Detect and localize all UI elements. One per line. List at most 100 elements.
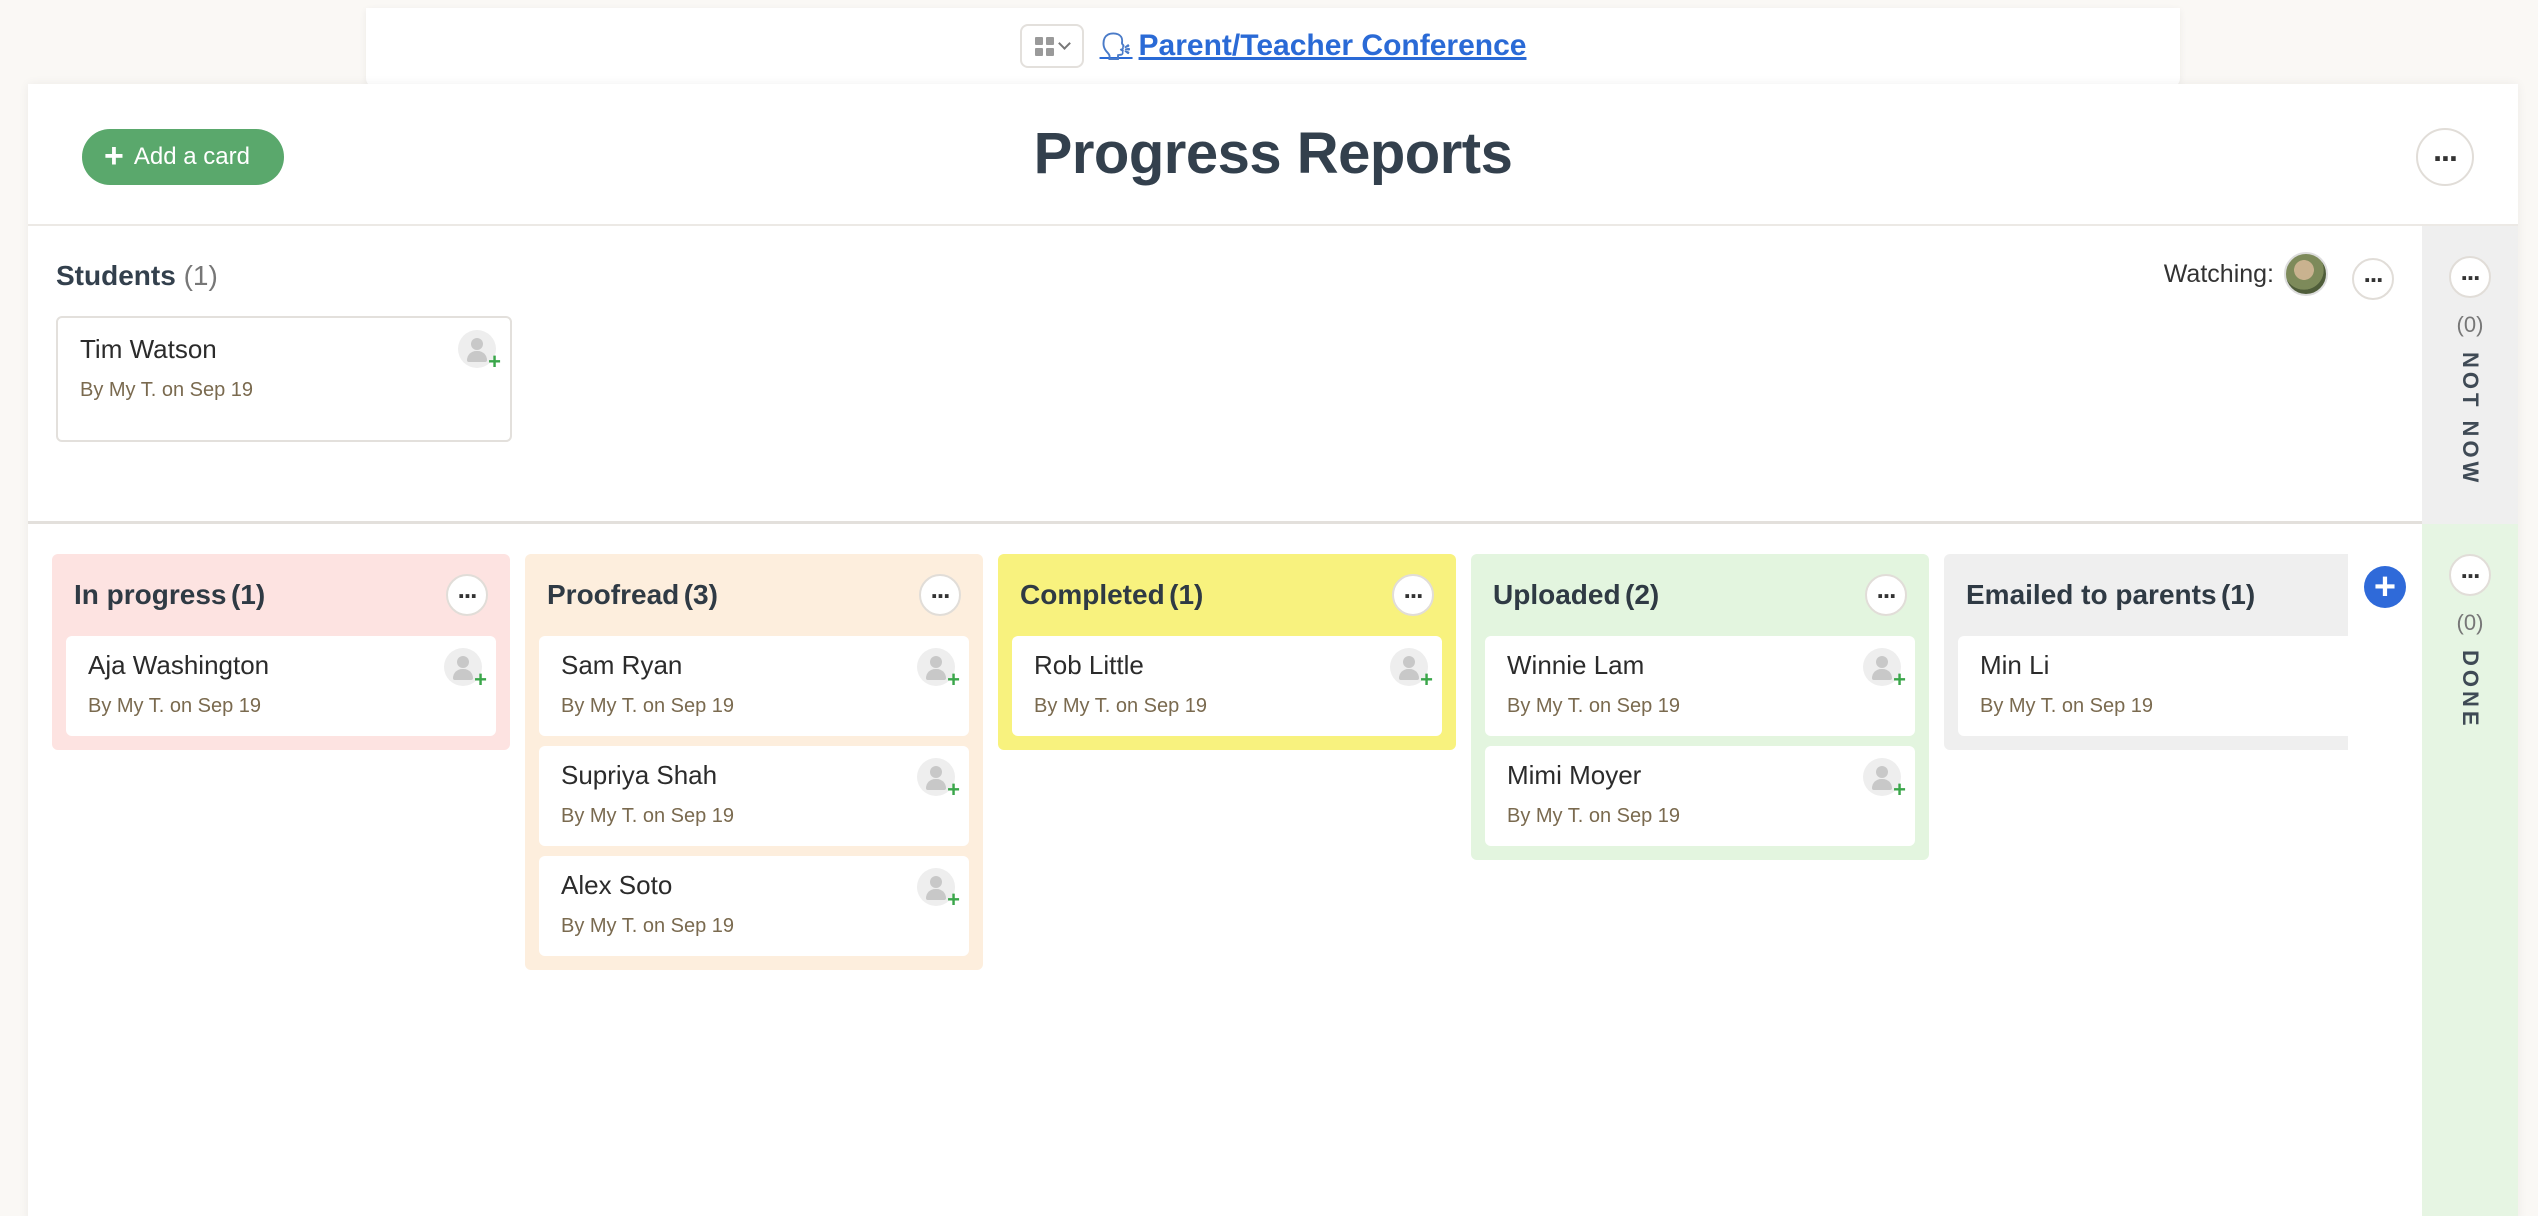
grid-icon (1034, 36, 1054, 56)
board-panel: + Add a card Progress Reports ... Studen… (28, 84, 2518, 1216)
scroll-fade (2348, 524, 2422, 1216)
plus-icon: + (2373, 566, 2397, 608)
column-count: (1) (1169, 579, 1204, 610)
card-title: Aja Washington (88, 650, 270, 680)
column-proofread: Proofread (3) ... Sam Ryan By My T. on S… (525, 554, 983, 970)
project-link[interactable]: 🗣 Parent/Teacher Conference (1100, 29, 1527, 63)
watching-indicator: Watching: (2164, 252, 2328, 296)
card-title: Winnie Lam (1507, 650, 1645, 680)
assign-person-icon[interactable]: + (1863, 648, 1906, 691)
column-options-button[interactable]: ... (446, 574, 488, 616)
card-title: Sam Ryan (561, 650, 683, 680)
assign-person-icon[interactable]: + (917, 648, 960, 691)
board-header: + Add a card Progress Reports ... (28, 84, 2518, 226)
column-completed: Completed (1) ... Rob Little By My T. on… (998, 554, 1456, 750)
more-dots-icon: ... (2363, 258, 2384, 288)
card-winnie-lam[interactable]: Winnie Lam By My T. on Sep 19 + (1485, 636, 1915, 736)
students-triage: Students (1) Watching: ... Tim Watson By… (28, 226, 2422, 524)
column-header[interactable]: Uploaded (2) ... (1485, 554, 1915, 636)
assign-person-icon[interactable]: + (444, 648, 487, 691)
done-count: (0) (2456, 610, 2484, 635)
column-options-button[interactable]: ... (1865, 574, 1907, 616)
assign-person-icon[interactable]: + (458, 330, 501, 373)
card-meta: By My T. on Sep 19 (561, 805, 735, 827)
card-mimi-moyer[interactable]: Mimi Moyer By My T. on Sep 19 + (1485, 746, 1915, 846)
not-now-rail[interactable]: ... (0) NOT NOW (2422, 226, 2518, 524)
card-aja-washington[interactable]: Aja Washington By My T. on Sep 19 + (66, 636, 496, 736)
card-meta: By My T. on Sep 19 (561, 695, 735, 717)
column-count: (3) (683, 579, 718, 610)
more-dots-icon: ... (2433, 131, 2458, 168)
plus-icon: + (104, 136, 124, 175)
triage-title: Students (1) (56, 260, 218, 292)
not-now-count: (0) (2456, 312, 2484, 337)
column-options-button[interactable]: ... (919, 574, 961, 616)
card-sam-ryan[interactable]: Sam Ryan By My T. on Sep 19 + (539, 636, 969, 736)
card-title: Rob Little (1034, 650, 1144, 680)
card-title: Alex Soto (561, 870, 673, 900)
assign-person-icon[interactable]: + (1390, 648, 1433, 691)
assign-person-icon[interactable]: + (917, 758, 960, 801)
top-breadcrumb-bar: 🗣 Parent/Teacher Conference (366, 8, 2180, 88)
column-count: (1) (2220, 579, 2256, 610)
card-meta: By My T. on Sep 19 (1507, 695, 1681, 717)
triage-options-button[interactable]: ... (2352, 258, 2394, 300)
column-header[interactable]: Completed (1) ... (1012, 554, 1442, 636)
done-rail[interactable]: ... (0) DONE (2422, 524, 2518, 1216)
more-dots-icon: ... (1876, 574, 1897, 604)
add-card-label: Add a card (133, 143, 250, 170)
done-options-button[interactable]: ... (2449, 554, 2491, 596)
column-header[interactable]: Proofread (3) ... (539, 554, 969, 636)
assign-person-icon[interactable]: + (1863, 758, 1906, 801)
card-alex-soto[interactable]: Alex Soto By My T. on Sep 19 + (539, 856, 969, 956)
watching-label: Watching: (2163, 259, 2274, 288)
column-options-button[interactable]: ... (1392, 574, 1434, 616)
column-emailed-to-parents: Emailed to parents (1) ... Min Li By My … (1944, 554, 2422, 750)
avatar[interactable] (2284, 252, 2328, 296)
column-uploaded: Uploaded (2) ... Winnie Lam By My T. on … (1471, 554, 1929, 860)
column-header[interactable]: In progress (1) ... (66, 554, 496, 636)
column-count: (2) (1625, 579, 1660, 610)
card-title: Supriya Shah (561, 760, 718, 790)
triage-count: (1) (183, 260, 218, 291)
speaking-head-icon: 🗣 (1099, 30, 1133, 61)
more-dots-icon: ... (930, 574, 951, 604)
page-title: Progress Reports (1033, 121, 1513, 186)
card-meta: By My T. on Sep 19 (1034, 695, 1208, 717)
column-title: Uploaded (1493, 579, 1621, 610)
card-meta: By My T. on Sep 19 (80, 379, 254, 401)
column-title: Completed (1020, 579, 1165, 610)
not-now-label: NOT NOW (2458, 352, 2483, 487)
triage-title-label: Students (56, 260, 176, 291)
card-tim-watson[interactable]: Tim Watson By My T. on Sep 19 + (56, 316, 512, 442)
more-dots-icon: ... (1403, 574, 1424, 604)
card-meta: By My T. on Sep 19 (1980, 695, 2154, 717)
card-title: Mimi Moyer (1507, 760, 1642, 790)
add-column-button[interactable]: + (2364, 566, 2406, 608)
column-title: Proofread (547, 579, 680, 610)
card-rob-little[interactable]: Rob Little By My T. on Sep 19 + (1012, 636, 1442, 736)
card-supriya-shah[interactable]: Supriya Shah By My T. on Sep 19 + (539, 746, 969, 846)
add-card-button[interactable]: + Add a card (82, 129, 284, 185)
assign-person-icon[interactable]: + (917, 868, 960, 911)
column-in-progress: In progress (1) ... Aja Washington By My… (52, 554, 510, 750)
card-min-li[interactable]: Min Li By My T. on Sep 19 + (1958, 636, 2422, 736)
card-meta: By My T. on Sep 19 (561, 915, 735, 937)
not-now-options-button[interactable]: ... (2449, 256, 2491, 298)
card-meta: By My T. on Sep 19 (88, 695, 262, 717)
board-switcher-button[interactable] (1019, 24, 1084, 68)
more-dots-icon: ... (2460, 256, 2481, 286)
column-title: Emailed to parents (1966, 579, 2217, 610)
more-dots-icon: ... (2460, 554, 2481, 584)
column-count: (1) (230, 579, 266, 610)
card-title: Tim Watson (80, 334, 217, 364)
project-link-label: Parent/Teacher Conference (1138, 29, 1527, 62)
chevron-down-icon (1057, 37, 1071, 50)
done-label: DONE (2458, 650, 2483, 730)
card-title: Min Li (1980, 650, 2050, 680)
column-title: In progress (74, 579, 227, 610)
card-meta: By My T. on Sep 19 (1507, 805, 1681, 827)
more-dots-icon: ... (457, 574, 478, 604)
board-options-button[interactable]: ... (2416, 128, 2474, 186)
board-columns: In progress (1) ... Aja Washington By My… (28, 524, 2422, 1216)
